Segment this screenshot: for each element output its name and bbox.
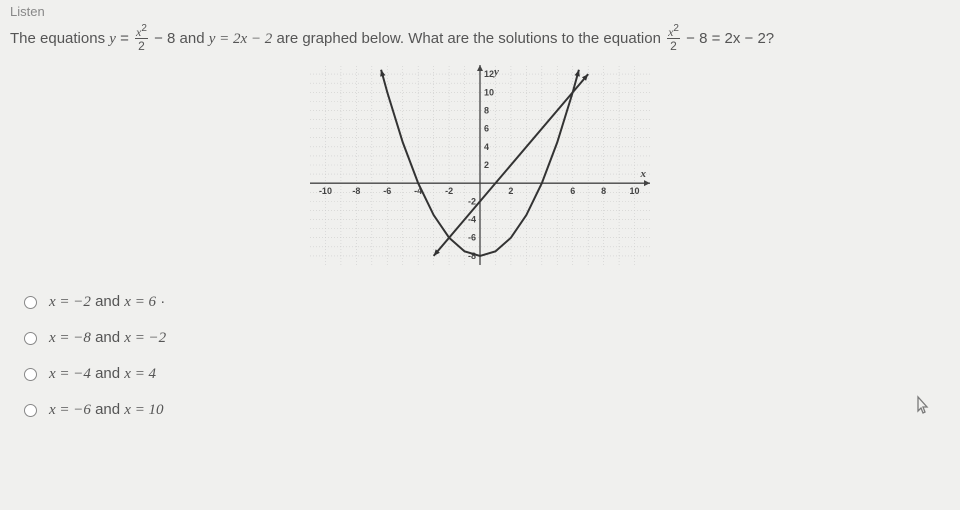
q-eq1-equals: = bbox=[120, 30, 133, 47]
radio-icon[interactable] bbox=[24, 296, 37, 309]
option-b: x = 6 bbox=[124, 294, 156, 310]
svg-text:-6: -6 bbox=[383, 186, 391, 196]
q-eq3-rest: − 8 = 2x − 2? bbox=[686, 30, 774, 47]
question-text: The equations y = x2 2 − 8 and y = 2x − … bbox=[10, 25, 950, 53]
options-list: x = −2 and x = 6 · x = −8 and x = −2 x =… bbox=[10, 293, 950, 419]
svg-text:12: 12 bbox=[484, 69, 494, 79]
radio-icon[interactable] bbox=[24, 368, 37, 381]
svg-text:10: 10 bbox=[484, 87, 494, 97]
svg-text:2: 2 bbox=[508, 186, 513, 196]
q-eq1-lhs: y bbox=[109, 31, 116, 47]
frac-den: 2 bbox=[667, 39, 680, 52]
option-suffix: · bbox=[156, 293, 165, 310]
option-a: x = −4 bbox=[49, 366, 91, 382]
frac-sup: 2 bbox=[141, 23, 147, 34]
graph-svg: xy-10-8-6-4-22681024681012-2-4-6-8 bbox=[310, 65, 650, 265]
q-eq3-frac: x2 2 bbox=[667, 24, 680, 52]
svg-text:2: 2 bbox=[484, 160, 489, 170]
option-row[interactable]: x = −6 and x = 10 bbox=[24, 401, 950, 419]
q-eq1-frac: x2 2 bbox=[135, 24, 148, 52]
svg-text:-6: -6 bbox=[468, 233, 476, 243]
option-a: x = −2 bbox=[49, 294, 91, 310]
svg-text:-2: -2 bbox=[468, 196, 476, 206]
frac-den: 2 bbox=[135, 39, 148, 52]
option-conj: and bbox=[91, 293, 124, 310]
q-mid1: and bbox=[180, 30, 209, 47]
radio-icon[interactable] bbox=[24, 404, 37, 417]
option-row[interactable]: x = −4 and x = 4 bbox=[24, 365, 950, 383]
svg-text:-10: -10 bbox=[319, 186, 332, 196]
svg-text:6: 6 bbox=[570, 186, 575, 196]
cursor-icon bbox=[912, 395, 932, 422]
option-row[interactable]: x = −8 and x = −2 bbox=[24, 329, 950, 347]
svg-text:4: 4 bbox=[484, 142, 489, 152]
option-conj: and bbox=[91, 401, 124, 418]
option-b: x = 10 bbox=[124, 402, 163, 418]
graph-container: xy-10-8-6-4-22681024681012-2-4-6-8 bbox=[10, 65, 950, 269]
option-conj: and bbox=[91, 365, 124, 382]
option-a: x = −6 bbox=[49, 402, 91, 418]
svg-text:-4: -4 bbox=[468, 215, 476, 225]
svg-text:8: 8 bbox=[601, 186, 606, 196]
option-b: x = −2 bbox=[124, 330, 166, 346]
svg-text:x: x bbox=[640, 168, 647, 180]
q-prefix: The equations bbox=[10, 30, 109, 47]
q-eq2: y = 2x − 2 bbox=[209, 31, 273, 47]
q-eq1-rest: − 8 bbox=[154, 30, 175, 47]
frac-sup: 2 bbox=[673, 23, 679, 34]
option-conj: and bbox=[91, 329, 124, 346]
option-a: x = −8 bbox=[49, 330, 91, 346]
q-mid2: are graphed below. What are the solution… bbox=[276, 30, 665, 47]
radio-icon[interactable] bbox=[24, 332, 37, 345]
svg-text:-2: -2 bbox=[445, 186, 453, 196]
svg-text:6: 6 bbox=[484, 124, 489, 134]
header-word: Listen bbox=[10, 4, 950, 19]
svg-text:10: 10 bbox=[630, 186, 640, 196]
svg-text:8: 8 bbox=[484, 105, 489, 115]
option-b: x = 4 bbox=[124, 366, 156, 382]
svg-text:-8: -8 bbox=[352, 186, 360, 196]
option-row[interactable]: x = −2 and x = 6 · bbox=[24, 293, 950, 311]
